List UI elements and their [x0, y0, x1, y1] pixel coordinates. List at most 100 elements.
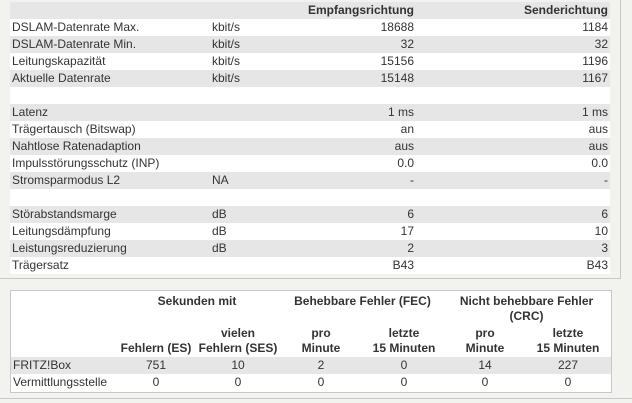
row-label: Nahtlose Ratenadaption [12, 139, 141, 153]
column-header: Empfangsrichtung [307, 3, 414, 17]
unit: kbit/s [212, 37, 241, 51]
group-header: Sekunden mit [157, 294, 237, 308]
value-up: 6 [601, 207, 608, 221]
table-row: Trägersatz B43 B43 [10, 257, 610, 274]
error-value: 0 [317, 375, 325, 389]
unit: NA [212, 173, 229, 187]
value-down: 2 [407, 241, 414, 255]
error-value: 227 [557, 358, 579, 372]
table-row: Leitungsdämpfung dB 17 10 [10, 223, 610, 240]
value-down: 17 [400, 224, 414, 238]
value-up: 1 ms [581, 105, 608, 119]
table-row: Latenz 1 ms 1 ms [10, 104, 610, 121]
panel-border [0, 398, 632, 399]
row-label: DSLAM-Datenrate Max. [12, 20, 140, 34]
error-value: 751 [145, 358, 167, 372]
value-down: 18688 [380, 20, 414, 34]
row-label: Störabstandsmarge [12, 207, 117, 221]
table-row [10, 87, 610, 104]
error-value: 0 [400, 375, 408, 389]
row-label: FRITZ!Box [13, 358, 72, 372]
group-header: Behebbare Fehler (FEC) [294, 294, 431, 308]
value-down: - [410, 173, 414, 187]
table-row: Impulsstörungsschutz (INP) 0.0 0.0 [10, 155, 610, 172]
value-up: 32 [594, 37, 608, 51]
value-up: 1167 [582, 71, 608, 85]
column-header: letzte [388, 326, 420, 340]
unit: kbit/s [212, 54, 241, 68]
column-header: Senderichtung [523, 3, 608, 17]
column-header: Fehlern (ES) [120, 341, 192, 355]
column-header: letzte [552, 326, 584, 340]
row-label: Impulsstörungsschutz (INP) [12, 156, 160, 170]
line-info-table: Empfangsrichtung Senderichtung DSLAM-Daten… [10, 2, 610, 274]
table-row: Leitungskapazität kbit/s 15156 1196 [10, 53, 610, 70]
table-row: Aktuelle Datenrate kbit/s 15148 1167 [10, 70, 610, 87]
column-header: Minute [465, 341, 505, 355]
value-up: 10 [594, 224, 608, 238]
value-down: 1 ms [387, 105, 414, 119]
table-row: Vermittlungsstelle 0 0 0 0 0 0 [11, 374, 611, 391]
value-up: - [604, 173, 608, 187]
error-value: 0 [152, 375, 160, 389]
row-label: Latenz [12, 105, 49, 119]
value-down: 15148 [380, 71, 414, 85]
row-label: Leitungskapazität [12, 54, 106, 68]
table-row: FRITZ!Box 751 10 2 0 14 227 [11, 357, 611, 374]
table-row: DSLAM-Datenrate Min. kbit/s 32 32 [10, 36, 610, 53]
table-row: Stromsparmodus L2 NA - - [10, 172, 610, 189]
error-table: Sekunden mit Behebbare Fehler (FEC) Nicht … [10, 290, 612, 393]
column-header: pro [311, 326, 331, 340]
row-label: Stromsparmodus L2 [12, 173, 121, 187]
value-up: B43 [586, 258, 608, 272]
error-value: 2 [317, 358, 325, 372]
error-value: 0 [481, 375, 489, 389]
value-up: aus [588, 122, 608, 136]
unit: kbit/s [212, 20, 241, 34]
error-value: 0 [234, 375, 242, 389]
error-value: 0 [400, 358, 408, 372]
value-up: 1196 [582, 54, 608, 68]
error-value: 10 [231, 358, 245, 372]
table-row: Nahtlose Ratenadaption aus aus [10, 138, 610, 155]
value-down: aus [394, 139, 414, 153]
unit: dB [212, 207, 227, 221]
column-header: vielen [220, 326, 256, 340]
unit: kbit/s [212, 71, 241, 85]
table-row: Trägertausch (Bitswap) an aus [10, 121, 610, 138]
row-label: Aktuelle Datenrate [12, 71, 111, 85]
value-up: aus [588, 139, 608, 153]
column-header: Minute [301, 341, 341, 355]
column-header: 15 Minuten [536, 341, 600, 355]
error-value: 14 [478, 358, 492, 372]
value-up: 3 [601, 241, 608, 255]
row-label: Trägersatz [12, 258, 69, 272]
unit: dB [212, 241, 227, 255]
row-label: DSLAM-Datenrate Min. [12, 37, 137, 51]
panel-border [0, 278, 621, 279]
group-header: Nicht behebbare Fehler (CRC) [459, 294, 594, 323]
table-row: Leistungsreduzierung dB 2 3 [10, 240, 610, 257]
table-row: Störabstandsmarge dB 6 6 [10, 206, 610, 223]
table-row [10, 189, 610, 206]
table-row: Empfangsrichtung Senderichtung [10, 2, 610, 19]
row-label: Leistungsreduzierung [12, 241, 127, 255]
column-header: pro [475, 326, 495, 340]
row-label: Vermittlungsstelle [13, 375, 108, 389]
value-up: 0.0 [591, 156, 608, 170]
error-value: 0 [564, 375, 572, 389]
value-down: 0.0 [397, 156, 414, 170]
column-header: 15 Minuten [372, 341, 436, 355]
unit: dB [212, 224, 227, 238]
value-down: B43 [392, 258, 414, 272]
value-down: 6 [407, 207, 414, 221]
row-label: Leitungsdämpfung [12, 224, 111, 238]
value-up: 1184 [582, 20, 608, 34]
column-header: Fehlern (SES) [198, 341, 278, 355]
value-down: 32 [400, 37, 414, 51]
panel-border [620, 0, 621, 278]
table-row: DSLAM-Datenrate Max. kbit/s 18688 1184 [10, 19, 610, 36]
row-label: Trägertausch (Bitswap) [12, 122, 136, 136]
value-down: an [400, 122, 414, 136]
